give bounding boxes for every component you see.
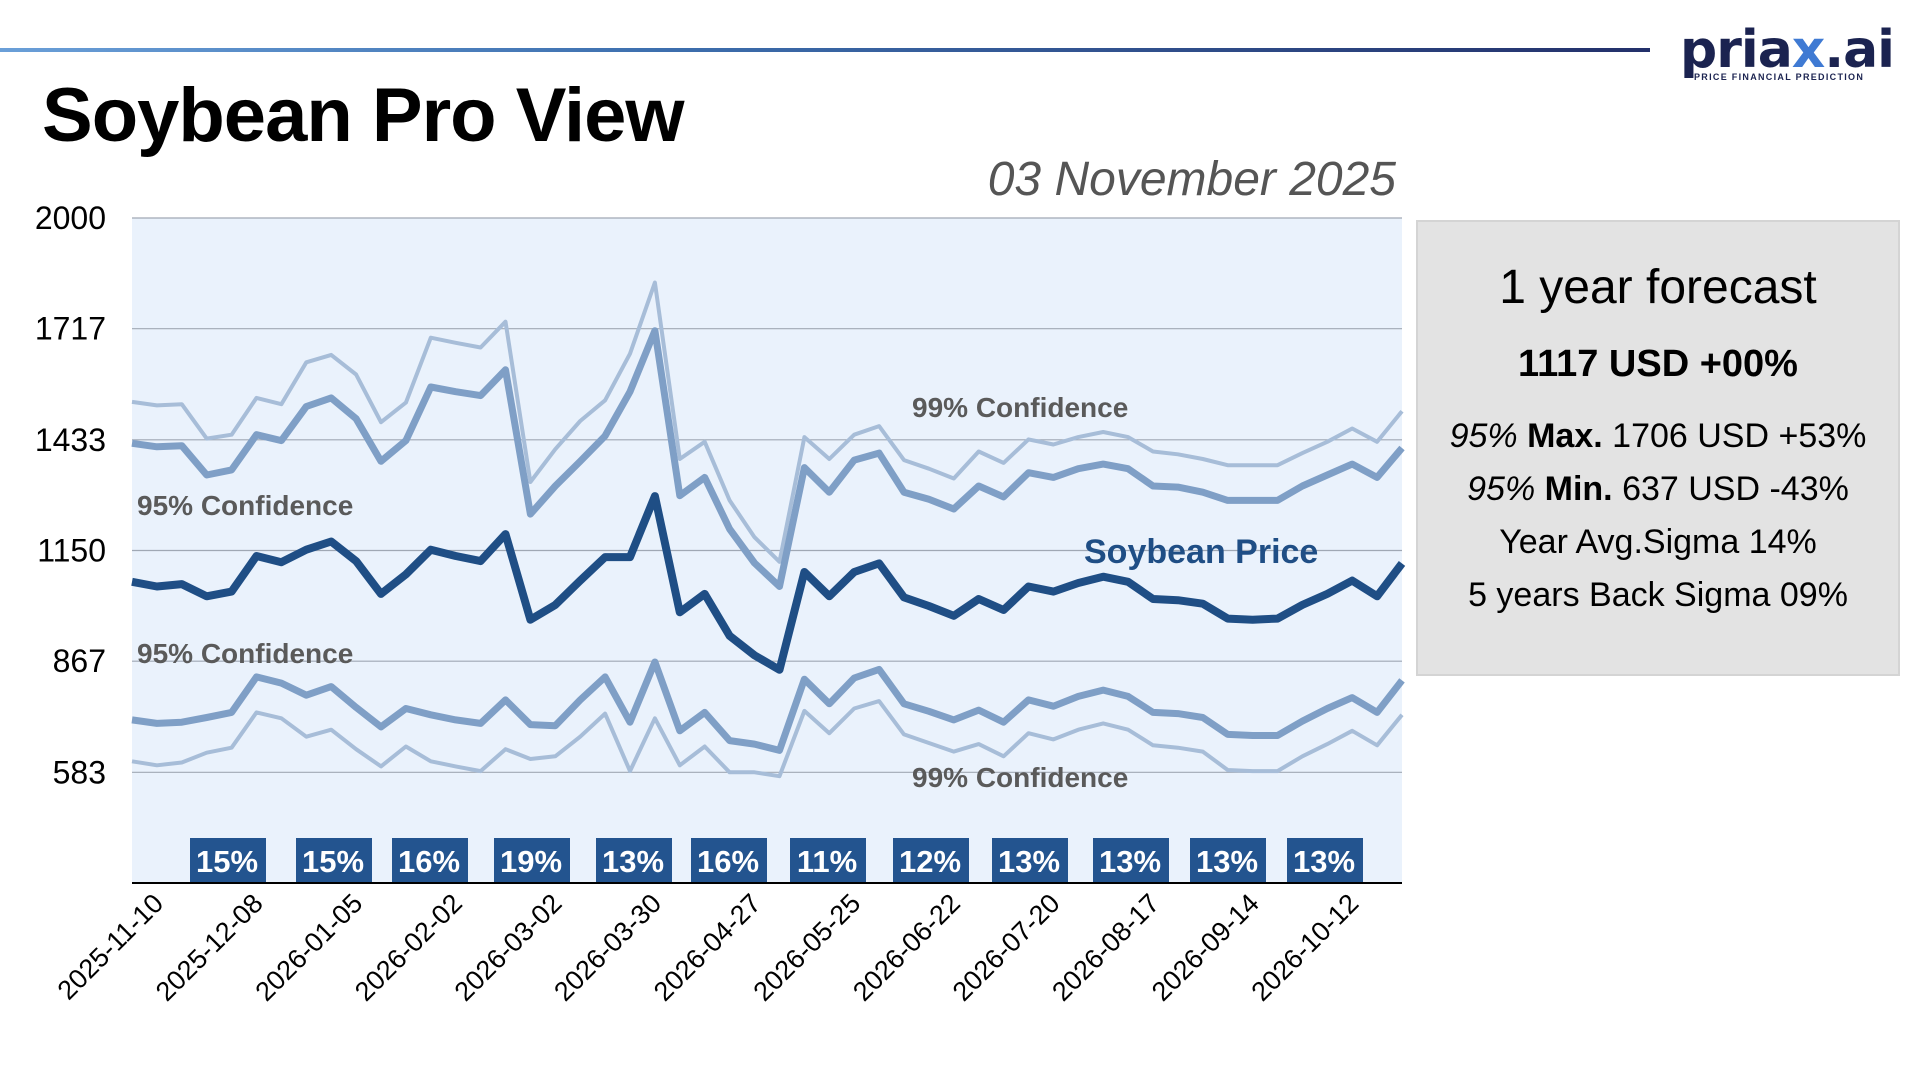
sigma-box-label: 15% — [196, 844, 258, 879]
x-tick-label: 2026-10-12 — [1246, 888, 1365, 1007]
sigma-box-label: 13% — [602, 844, 664, 879]
confidence-label: 95% Confidence — [137, 490, 353, 521]
forecast-main-value: 1117 USD +00% — [1518, 343, 1798, 385]
sigma-box — [893, 838, 969, 882]
sigma-box-label: 13% — [1293, 844, 1355, 879]
y-tick-label: 1717 — [35, 311, 106, 347]
forecast-title: 1 year forecast — [1499, 261, 1817, 314]
y-tick-label: 867 — [53, 643, 106, 679]
sigma-box-label: 13% — [1196, 844, 1258, 879]
back-sigma: 5 years Back Sigma 09% — [1468, 576, 1848, 614]
x-tick-label: 2026-04-27 — [648, 888, 767, 1007]
forecast-max: 95% Max. 1706 USD +53% — [1449, 417, 1867, 455]
sigma-box-label: 11% — [797, 844, 857, 879]
sigma-box-label: 16% — [398, 844, 460, 879]
confidence-label: 95% Confidence — [137, 638, 353, 669]
sigma-boxes: 15% 15% 16% 19% 13% 16% 11% 12% 13% 13% 13% 13% — [190, 838, 1363, 882]
sigma-box-label: 13% — [998, 844, 1060, 879]
year-avg-sigma: Year Avg.Sigma 14% — [1499, 523, 1817, 561]
sigma-box-label: 15% — [302, 844, 364, 879]
y-tick-label: 2000 — [35, 200, 106, 236]
logo-wordmark: priax.ai — [1680, 20, 1895, 80]
confidence-label: 99% Confidence — [912, 392, 1128, 423]
sigma-box-label: 12% — [899, 844, 961, 879]
sigma-box — [1190, 838, 1266, 882]
series-line-band99 — [131, 699, 1404, 779]
confidence-label: 99% Confidence — [912, 762, 1128, 793]
page-title: Soybean Pro View — [42, 73, 685, 158]
series-line-price — [131, 492, 1406, 674]
series-lines — [131, 280, 1406, 779]
priax-logo: priax.ai PRICE FINANCIAL PREDICTION — [1680, 22, 1895, 84]
sigma-box — [392, 838, 468, 882]
x-tick-label: 2026-03-30 — [548, 888, 667, 1007]
forecast-min: 95% Min. 637 USD -43% — [1467, 470, 1849, 508]
annotations: 95% Confidence 95% Confidence 99% Confiden… — [137, 392, 1318, 793]
sigma-box — [691, 838, 767, 882]
y-axis-ticks: 2000 1717 1433 1150 867 583 — [35, 200, 106, 790]
header-rule — [0, 48, 1650, 52]
sigma-box-label: 13% — [1099, 844, 1161, 879]
x-tick-label: 2026-01-05 — [249, 888, 368, 1007]
x-tick-label: 2026-02-02 — [349, 888, 468, 1007]
sigma-box — [992, 838, 1068, 882]
x-tick-label: 2026-07-20 — [947, 888, 1066, 1007]
sigma-box — [1287, 838, 1363, 882]
sigma-box — [790, 838, 866, 882]
x-tick-label: 2026-03-02 — [449, 888, 568, 1007]
y-tick-label: 583 — [53, 754, 106, 790]
series-line-band95 — [131, 327, 1405, 590]
x-tick-label: 2026-08-17 — [1046, 888, 1165, 1007]
sigma-box — [190, 838, 266, 882]
sigma-box — [296, 838, 372, 882]
forecast-stats: 95% Max. 1706 USD +53% 95% Min. 637 USD … — [1418, 410, 1898, 622]
x-tick-label: 2025-12-08 — [150, 888, 269, 1007]
sigma-box — [1093, 838, 1169, 882]
forecast-panel: 1 year forecast 1117 USD +00% 95% Max. 1… — [1416, 220, 1900, 676]
series-line-band95 — [131, 658, 1405, 754]
sigma-box — [596, 838, 672, 882]
logo-tagline: PRICE FINANCIAL PREDICTION — [1694, 72, 1865, 82]
series-line-band99 — [131, 280, 1404, 564]
price-series-label: Soybean Price — [1084, 533, 1318, 571]
x-tick-label: 2026-09-14 — [1146, 888, 1265, 1007]
sigma-box-label: 16% — [697, 844, 759, 879]
x-tick-label: 2026-05-25 — [748, 888, 867, 1007]
sigma-box-label: 19% — [500, 844, 562, 879]
sigma-box — [494, 838, 570, 882]
report-date: 03 November 2025 — [987, 153, 1396, 206]
y-tick-label: 1150 — [37, 533, 106, 569]
y-tick-label: 1433 — [35, 422, 106, 458]
x-tick-label: 2026-06-22 — [847, 888, 966, 1007]
x-axis-ticks: 2025-11-102025-12-082026-01-052026-02-02… — [52, 888, 1365, 1007]
